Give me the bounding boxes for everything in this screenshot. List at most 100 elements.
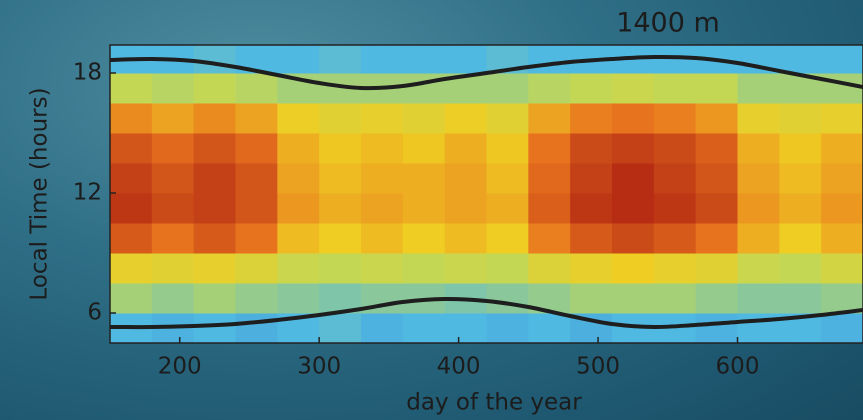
heatmap-cell [402, 73, 446, 104]
heatmap-cell [277, 163, 320, 194]
heatmap-cell [486, 163, 529, 194]
heatmap-cell [486, 223, 529, 254]
heatmap-cell [779, 103, 822, 134]
x-tick-label: 400 [437, 354, 481, 380]
heatmap-cell [319, 193, 362, 224]
heatmap-cell [695, 193, 738, 224]
heatmap-cell [695, 163, 738, 194]
y-tick-label: 12 [73, 180, 102, 206]
heatmap-cell [277, 193, 320, 224]
heatmap-cell [570, 253, 613, 284]
heatmap-cell [779, 253, 822, 284]
x-axis-label: day of the year [406, 390, 582, 416]
heatmap-cell [444, 313, 487, 343]
heatmap-cell [193, 223, 236, 254]
heatmap-cell [110, 193, 153, 224]
heatmap-cell [612, 283, 655, 314]
heatmap-cell [528, 223, 571, 254]
heatmap-cell [695, 283, 738, 314]
heatmap-cell [151, 223, 195, 254]
heatmap-cell [570, 223, 613, 254]
heatmap-cell [402, 103, 446, 134]
heatmap-cell [528, 163, 571, 194]
heatmap-cell [612, 133, 655, 164]
heatmap-cell [193, 45, 236, 74]
heatmap-cell [486, 313, 529, 343]
heatmap-cell [319, 163, 362, 194]
heatmap-cell [737, 193, 780, 224]
heatmap-cell [486, 283, 529, 314]
heatmap-cell [319, 223, 362, 254]
heatmap-cell [486, 253, 529, 284]
heatmap-cell [570, 283, 613, 314]
heatmap-cell [319, 103, 362, 134]
heatmap-cell [821, 313, 863, 343]
heatmap-cell [110, 103, 153, 134]
heatmap-cell [402, 45, 446, 74]
heatmap-cell [361, 133, 404, 164]
heatmap-cell [612, 253, 655, 284]
heatmap-cell [653, 73, 697, 104]
heatmap-cell [277, 45, 320, 74]
heatmap-cell [110, 223, 153, 254]
heatmap-cell [737, 253, 780, 284]
x-tick-label: 600 [716, 354, 760, 380]
heatmap-cell [821, 283, 863, 314]
heatmap-cell [110, 163, 153, 194]
heatmap-cell [402, 223, 446, 254]
chart-title: 1400 m [616, 8, 720, 39]
heatmap-cell [151, 73, 195, 104]
heatmap-cell [235, 223, 278, 254]
heatmap-cell [319, 133, 362, 164]
heatmap-cell [779, 45, 822, 74]
heatmap-cell [402, 133, 446, 164]
heatmap-cell [193, 283, 236, 314]
heatmap-cell [486, 103, 529, 134]
heatmap-cell [612, 193, 655, 224]
heatmap-cell [444, 163, 487, 194]
heatmap-cell [821, 223, 863, 254]
heatmap-cell [528, 133, 571, 164]
heatmap-cell [821, 45, 863, 74]
heatmap-cell [653, 163, 697, 194]
heatmap-cell [361, 193, 404, 224]
heatmap-cell [193, 313, 236, 343]
heatmap-cell [110, 133, 153, 164]
heatmap-cell [653, 223, 697, 254]
heatmap-cell [193, 163, 236, 194]
heatmap-cell [737, 223, 780, 254]
heatmap-cell [486, 133, 529, 164]
x-tick-label: 200 [158, 354, 202, 380]
heatmap-cell [570, 163, 613, 194]
heatmap-cell [151, 163, 195, 194]
heatmap-cell [528, 193, 571, 224]
y-tick-label: 18 [73, 60, 102, 86]
heatmap-cell [361, 313, 404, 343]
heatmap-cell [402, 313, 446, 343]
heatmap-cell [151, 133, 195, 164]
heatmap-cell [110, 73, 153, 104]
heatmap-cell [235, 103, 278, 134]
heatmap-cell [151, 103, 195, 134]
heatmap-cell [821, 193, 863, 224]
heatmap-cell [612, 73, 655, 104]
heatmap-cell [277, 103, 320, 134]
heatmap-cell [402, 253, 446, 284]
heatmap-cell [528, 253, 571, 284]
heatmap-cell [653, 193, 697, 224]
heatmap-cell [779, 223, 822, 254]
plot-frame [109, 44, 863, 344]
heatmap-cell [402, 163, 446, 194]
heatmap-cell [110, 283, 153, 314]
heatmap-cell [361, 103, 404, 134]
heatmap-cell [235, 133, 278, 164]
heatmap-cell [361, 223, 404, 254]
heatmap-cell [193, 103, 236, 134]
heatmap-cell [277, 133, 320, 164]
heatmap-cell [737, 103, 780, 134]
heatmap-cell [653, 103, 697, 134]
heatmap-cell [695, 313, 738, 343]
heatmap-cell [528, 73, 571, 104]
x-tick-label: 500 [576, 354, 620, 380]
